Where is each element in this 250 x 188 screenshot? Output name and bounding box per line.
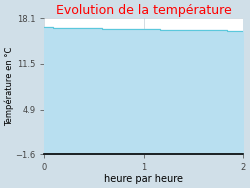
X-axis label: heure par heure: heure par heure bbox=[104, 174, 183, 184]
Y-axis label: Température en °C: Température en °C bbox=[4, 47, 14, 126]
Title: Evolution de la température: Evolution de la température bbox=[56, 4, 232, 17]
